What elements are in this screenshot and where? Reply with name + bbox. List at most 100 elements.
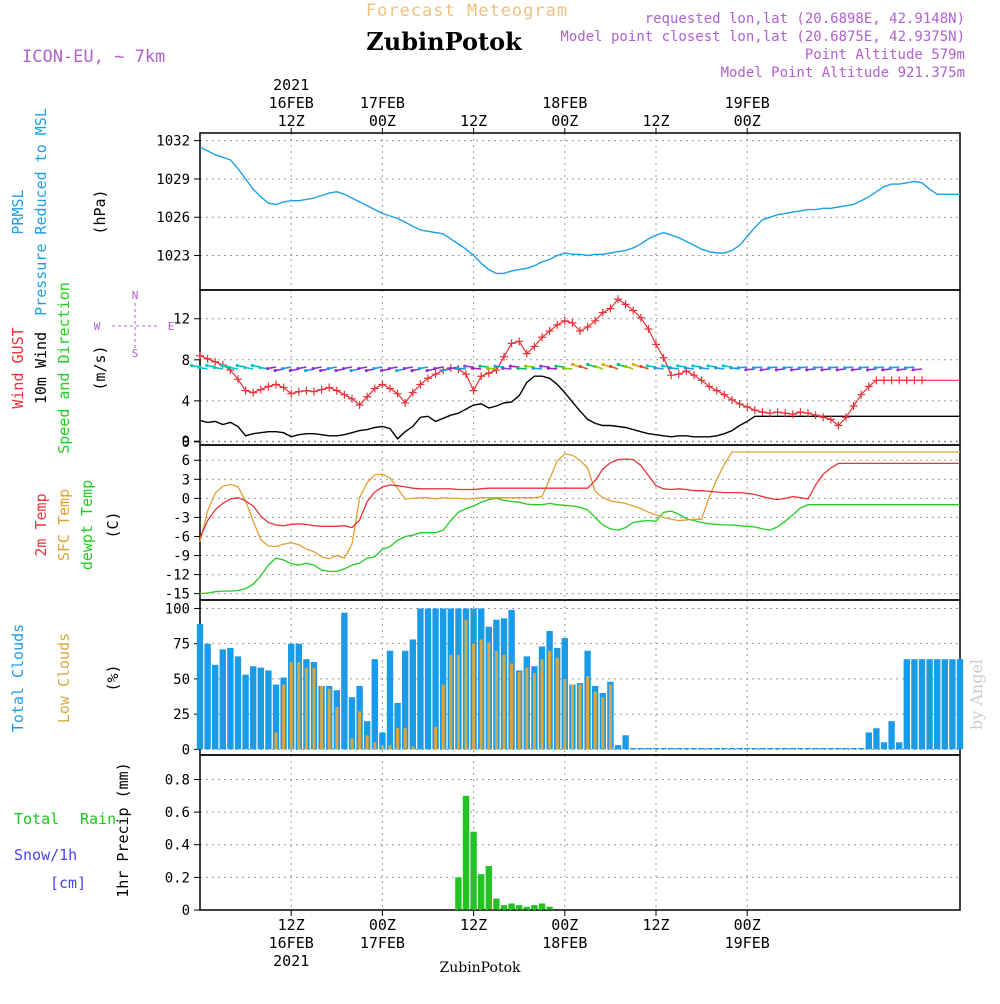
label-hpa: (hPa) xyxy=(91,189,109,234)
y-tick-label: 0 xyxy=(182,903,190,919)
gust-marker xyxy=(621,300,630,309)
panel-frame xyxy=(199,132,961,291)
rain-bar xyxy=(516,905,523,910)
label-rain: Rain xyxy=(80,810,116,828)
x-label-bottom-date: 16FEB xyxy=(269,934,314,952)
x-label-top-hour: 12Z xyxy=(278,112,305,130)
series-sfc-temp xyxy=(199,451,960,560)
total-clouds-bar xyxy=(789,747,796,750)
x-label-bottom-year: 2021 xyxy=(273,952,309,970)
wind-arrow-head xyxy=(691,364,695,368)
total-clouds-bar xyxy=(424,608,432,750)
total-clouds-bar xyxy=(736,747,743,750)
gust-marker xyxy=(697,376,706,385)
gust-marker xyxy=(279,383,288,392)
label-percent: (%) xyxy=(104,664,122,691)
low-clouds-bar xyxy=(411,746,415,750)
wind-arrow-head xyxy=(881,368,885,372)
gust-marker xyxy=(712,386,721,395)
wind-arrow-head xyxy=(417,366,422,371)
watermark: by Angel xyxy=(967,659,986,730)
gust-marker xyxy=(857,390,866,399)
x-label-top-hour: 12Z xyxy=(642,112,669,130)
wind-arrow-head xyxy=(812,366,816,370)
wind-arrow-head xyxy=(341,366,346,371)
wind-arrow-head xyxy=(410,368,414,373)
total-clouds-bar xyxy=(204,643,211,750)
low-clouds-bar xyxy=(578,684,582,750)
wind-arrow-head xyxy=(235,363,239,368)
gust-marker xyxy=(743,403,752,412)
y-tick-label: 0.2 xyxy=(165,870,190,886)
gust-marker xyxy=(545,327,554,336)
wind-arrow-head xyxy=(789,368,794,372)
wind-arrow-head xyxy=(616,362,620,367)
wind-arrow-head xyxy=(751,366,756,370)
low-clouds-bar xyxy=(570,684,574,750)
low-clouds-bar xyxy=(540,659,544,750)
wind-arrow-head xyxy=(593,364,598,369)
gust-marker xyxy=(659,353,668,362)
y-tick-label: 4 xyxy=(182,394,190,410)
wind-arrow-head xyxy=(609,364,613,369)
gust-marker xyxy=(705,382,714,391)
y-tick-label: -3 xyxy=(173,510,190,526)
gust-marker xyxy=(249,388,258,397)
panel-temperature: -15 -12 -9 -6 -3 0 3 6 9 xyxy=(165,434,961,603)
wind-arrow-head xyxy=(478,364,482,368)
total-clouds-bar xyxy=(835,747,842,750)
wind-arrow-head xyxy=(805,368,809,372)
low-clouds-bar xyxy=(601,697,605,750)
rain-bar xyxy=(546,906,553,910)
gust-marker xyxy=(484,369,493,378)
panel-frame xyxy=(199,444,961,601)
wind-arrow-head xyxy=(767,366,771,370)
label-pressure-msl: Pressure Reduced to MSL xyxy=(32,108,50,316)
x-label-bottom-date: 19FEB xyxy=(725,934,770,952)
model-name: ICON-EU, ~ 7km xyxy=(22,47,165,67)
total-clouds-bar xyxy=(645,747,652,750)
label-cm: [cm] xyxy=(50,874,86,892)
total-clouds-bar xyxy=(744,747,751,750)
low-clouds-bar xyxy=(532,673,536,750)
wind-arrow-head xyxy=(827,366,832,370)
wind-arrow-head xyxy=(326,366,330,371)
y-tick-label: 0.6 xyxy=(165,805,190,821)
wind-arrow-head xyxy=(402,366,406,371)
x-label-top-hour: 00Z xyxy=(734,112,761,130)
series-10m-wind xyxy=(199,375,960,440)
wind-arrow-head xyxy=(455,366,459,370)
label-total: Total xyxy=(14,810,59,828)
label-total-clouds: Total Clouds xyxy=(9,624,27,732)
gust-marker xyxy=(598,308,607,317)
x-label-bottom-hour: 00Z xyxy=(734,916,761,934)
label-10m-wind: 10m Wind xyxy=(32,332,50,404)
gust-marker xyxy=(469,386,478,395)
gust-marker xyxy=(918,376,926,385)
total-clouds-bar xyxy=(774,747,781,750)
label-snow: Snow/1h xyxy=(14,846,77,864)
wind-arrow-head xyxy=(736,366,740,370)
gust-marker xyxy=(690,371,698,380)
wind-arrow-head xyxy=(850,368,854,372)
wind-arrow-head xyxy=(660,364,665,368)
wind-arrow-head xyxy=(364,368,368,373)
gust-marker xyxy=(773,408,782,417)
low-clouds-bar xyxy=(441,684,445,750)
low-clouds-bar xyxy=(525,667,529,750)
gust-marker xyxy=(591,316,600,325)
gust-marker xyxy=(363,392,372,401)
low-clouds-bar xyxy=(327,688,331,750)
gust-marker xyxy=(560,316,569,325)
gust-marker xyxy=(864,382,873,391)
total-clouds-bar xyxy=(614,745,622,750)
label-low-clouds: Low Clouds xyxy=(55,633,73,723)
y-tick-label: 1026 xyxy=(156,210,190,226)
gust-marker xyxy=(606,304,615,313)
wind-arrow-head xyxy=(227,365,232,370)
y-tick-label: 1032 xyxy=(156,134,190,150)
wind-arrow-head xyxy=(281,366,285,371)
total-clouds-bar xyxy=(713,747,720,750)
gust-marker xyxy=(636,313,645,322)
